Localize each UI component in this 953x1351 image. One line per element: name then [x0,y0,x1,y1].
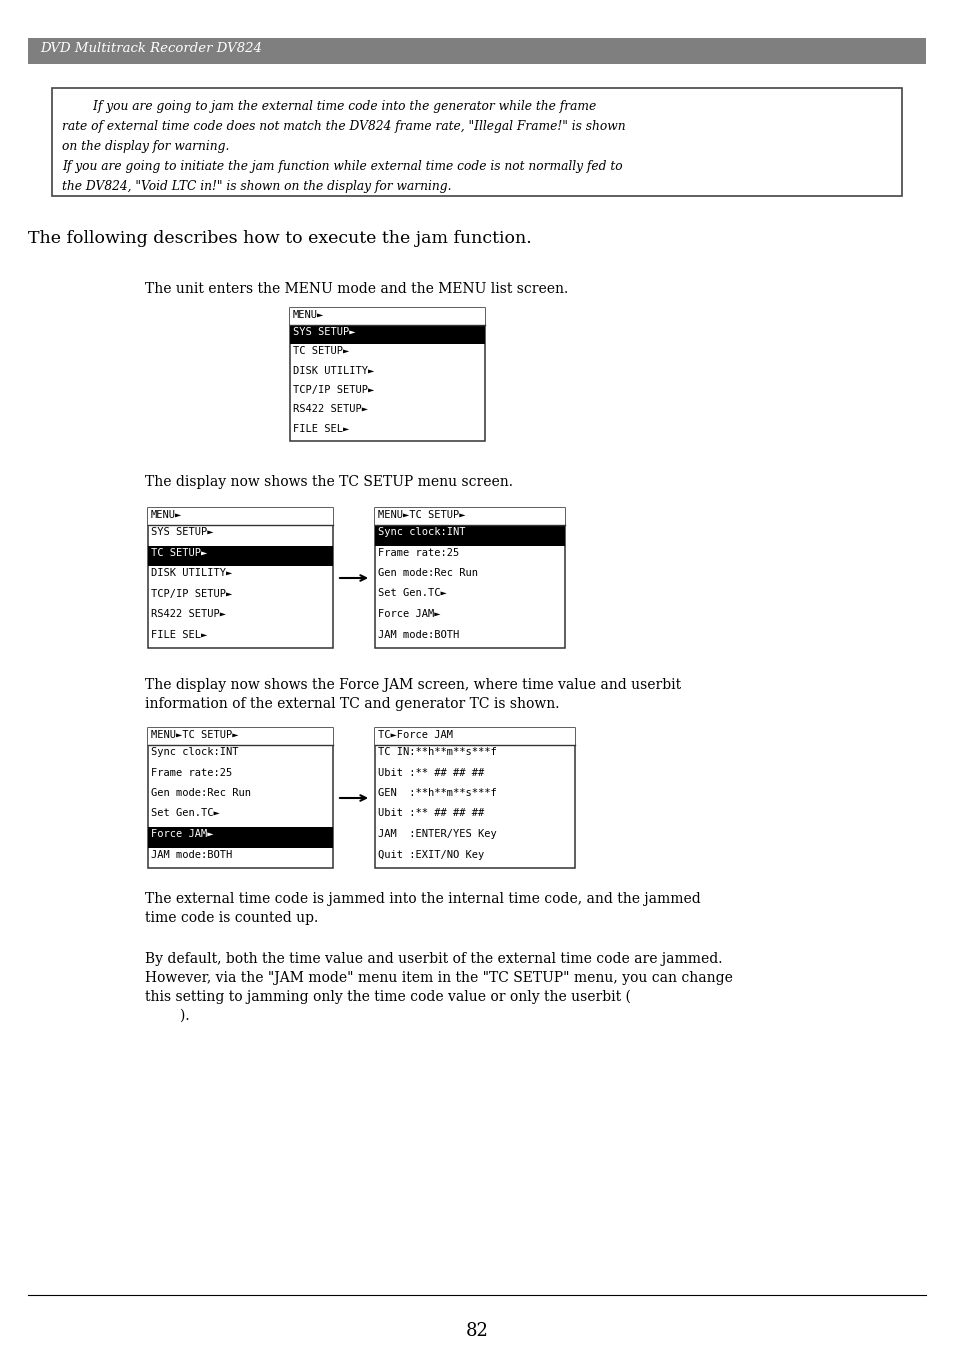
Text: However, via the "JAM mode" menu item in the "TC SETUP" menu, you can change: However, via the "JAM mode" menu item in… [145,971,732,985]
Text: TC IN:**h**m**s***f: TC IN:**h**m**s***f [377,747,497,757]
Text: 82: 82 [465,1323,488,1340]
Text: Force JAM►: Force JAM► [377,609,440,619]
Bar [290,326,484,345]
Bar [375,508,564,648]
Text: The unit enters the MENU mode and the MENU list screen.: The unit enters the MENU mode and the ME… [145,282,568,296]
Text: FILE SEL►: FILE SEL► [293,424,349,434]
Bar [148,546,333,566]
Text: The display now shows the TC SETUP menu screen.: The display now shows the TC SETUP menu … [145,476,513,489]
Bar [148,827,333,847]
Text: Set Gen.TC►: Set Gen.TC► [151,808,219,819]
Text: this setting to jamming only the time code value or only the userbit (: this setting to jamming only the time co… [145,990,630,1004]
Bar [148,728,333,867]
Text: Ubit :** ## ## ##: Ubit :** ## ## ## [377,767,484,777]
Text: ).: ). [145,1009,190,1023]
Text: TC SETUP►: TC SETUP► [293,346,349,357]
Bar [148,508,333,526]
Text: JAM mode:BOTH: JAM mode:BOTH [377,630,458,639]
Text: Force JAM►: Force JAM► [151,830,213,839]
Bar [290,308,484,326]
Text: If you are going to jam the external time code into the generator while the fram: If you are going to jam the external tim… [62,100,596,113]
Text: TCP/IP SETUP►: TCP/IP SETUP► [293,385,374,394]
Text: Quit :EXIT/NO Key: Quit :EXIT/NO Key [377,850,484,859]
Text: RS422 SETUP►: RS422 SETUP► [151,609,226,619]
Text: DVD Multitrack Recorder DV824: DVD Multitrack Recorder DV824 [40,42,262,55]
Text: JAM mode:BOTH: JAM mode:BOTH [151,850,232,859]
Bar [148,508,333,648]
Text: Ubit :** ## ## ##: Ubit :** ## ## ## [377,808,484,819]
Text: TCP/IP SETUP►: TCP/IP SETUP► [151,589,232,598]
Text: DISK UTILITY►: DISK UTILITY► [151,567,232,578]
Text: time code is counted up.: time code is counted up. [145,911,318,925]
Text: MENU►TC SETUP►: MENU►TC SETUP► [151,730,238,740]
Text: Gen mode:Rec Run: Gen mode:Rec Run [377,567,477,578]
Bar [28,38,925,63]
Text: FILE SEL►: FILE SEL► [151,630,207,639]
Bar [375,526,564,546]
Bar [375,508,564,526]
Text: The display now shows the Force JAM screen, where time value and userbit: The display now shows the Force JAM scre… [145,678,680,692]
Text: Sync clock:INT: Sync clock:INT [377,527,465,536]
Text: By default, both the time value and userbit of the external time code are jammed: By default, both the time value and user… [145,952,721,966]
Text: The external time code is jammed into the internal time code, and the jammed: The external time code is jammed into th… [145,892,700,907]
Bar [52,88,901,196]
Text: Sync clock:INT: Sync clock:INT [151,747,238,757]
Text: GEN  :**h**m**s***f: GEN :**h**m**s***f [377,788,497,798]
Bar [375,728,575,744]
Text: If you are going to initiate the jam function while external time code is not no: If you are going to initiate the jam fun… [62,159,622,173]
Bar [290,308,484,440]
Text: rate of external time code does not match the DV824 frame rate, "Illegal Frame!": rate of external time code does not matc… [62,120,625,132]
Text: the DV824, "Void LTC in!" is shown on the display for warning.: the DV824, "Void LTC in!" is shown on th… [62,180,451,193]
Text: Frame rate:25: Frame rate:25 [377,547,458,558]
Text: TC SETUP►: TC SETUP► [151,547,207,558]
Bar [375,728,575,867]
Text: DISK UTILITY►: DISK UTILITY► [293,366,374,376]
Text: Set Gen.TC►: Set Gen.TC► [377,589,446,598]
Text: Gen mode:Rec Run: Gen mode:Rec Run [151,788,251,798]
Bar [148,728,333,744]
Text: SYS SETUP►: SYS SETUP► [293,327,355,336]
Text: information of the external TC and generator TC is shown.: information of the external TC and gener… [145,697,558,711]
Text: JAM  :ENTER/YES Key: JAM :ENTER/YES Key [377,830,497,839]
Text: TC►Force JAM: TC►Force JAM [377,730,453,740]
Text: MENU►: MENU► [293,309,324,320]
Text: The following describes how to execute the jam function.: The following describes how to execute t… [28,230,531,247]
Text: Frame rate:25: Frame rate:25 [151,767,232,777]
Text: SYS SETUP►: SYS SETUP► [151,527,213,536]
Text: MENU►: MENU► [151,509,182,520]
Text: on the display for warning.: on the display for warning. [62,141,229,153]
Text: RS422 SETUP►: RS422 SETUP► [293,404,368,415]
Text: MENU►TC SETUP►: MENU►TC SETUP► [377,509,465,520]
